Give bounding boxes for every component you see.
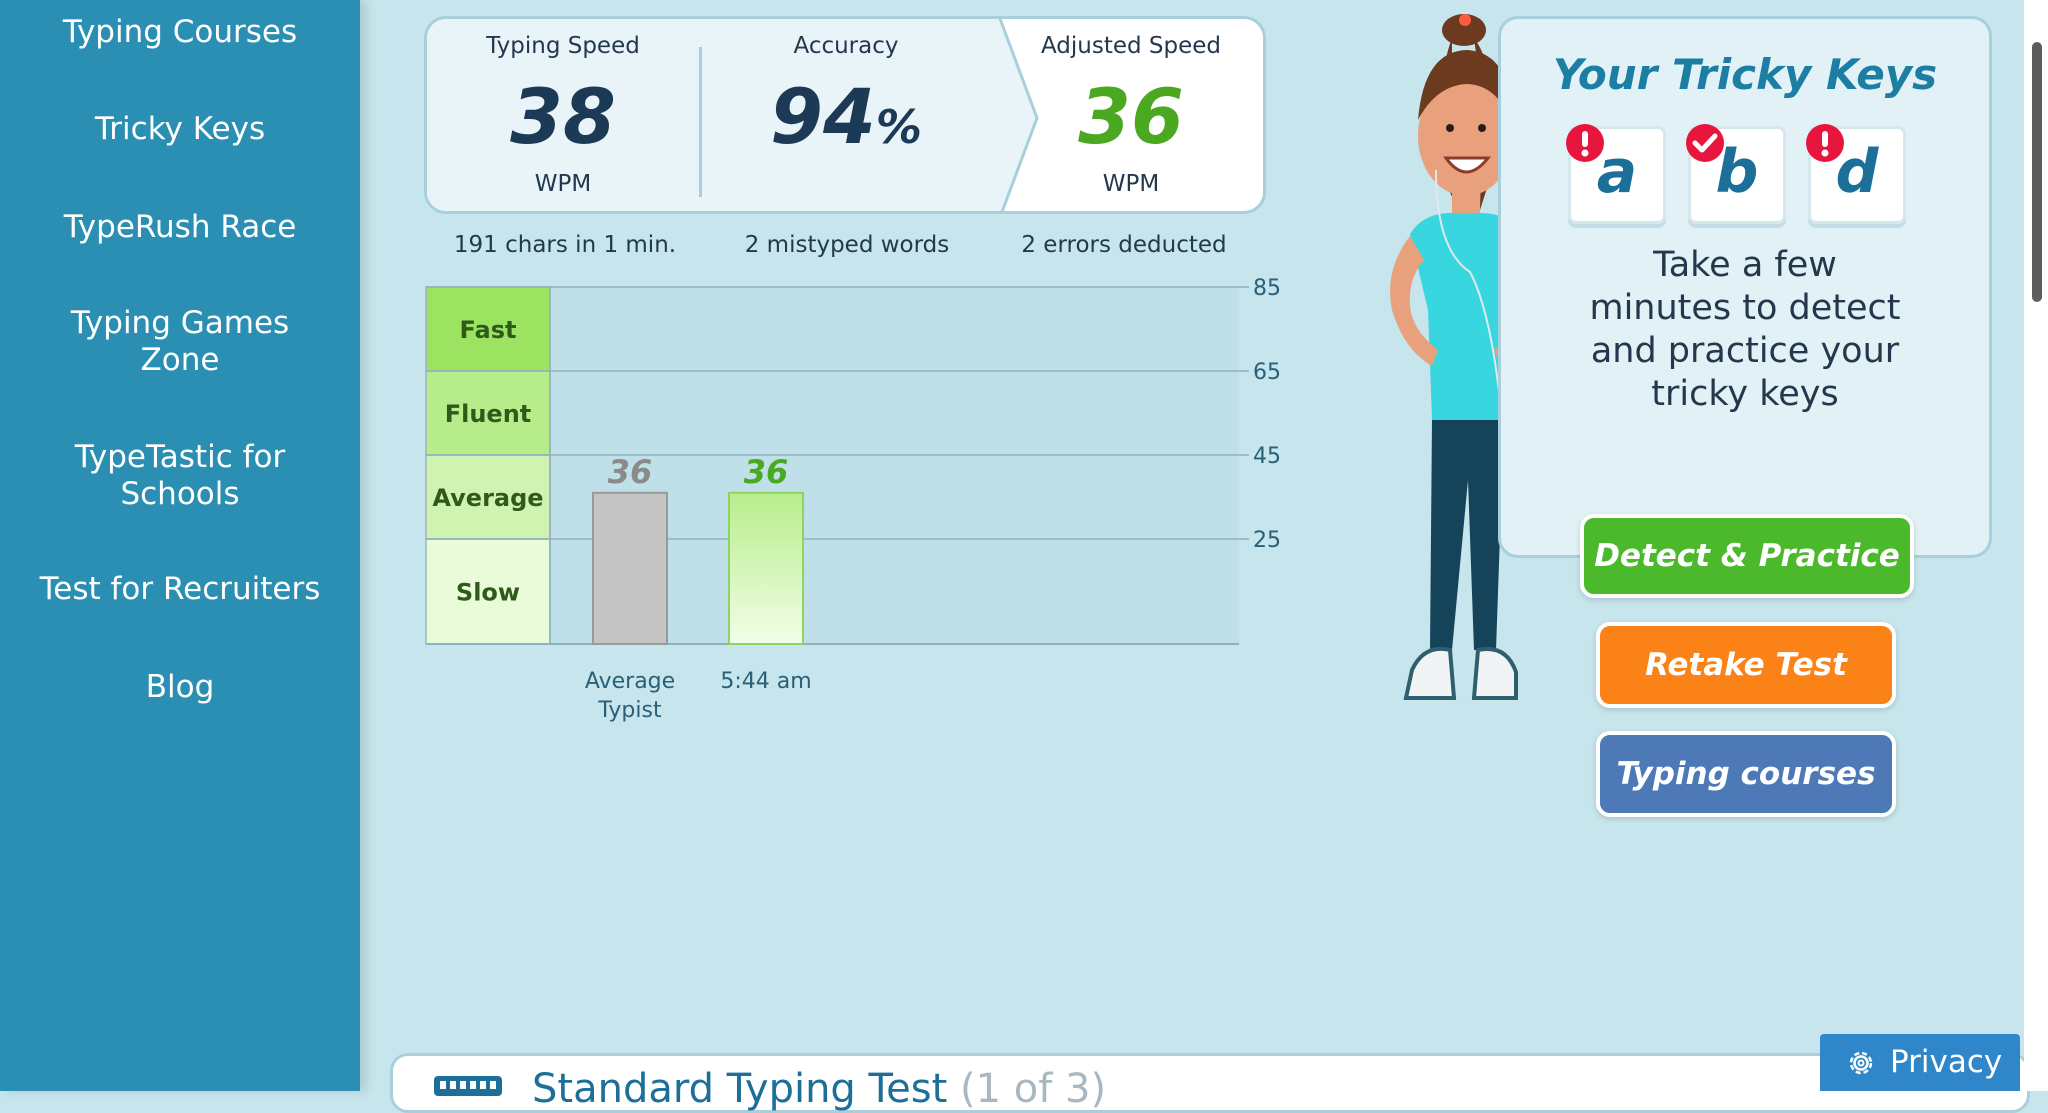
sidebar-item-blog[interactable]: Blog xyxy=(145,669,215,705)
description-line: minutes to detect xyxy=(1589,288,1901,328)
privacy-label: Privacy xyxy=(1890,1044,2003,1080)
error-badge-icon xyxy=(1566,124,1604,162)
chart-value-label: 36 xyxy=(744,453,789,491)
chart-band-label: Average xyxy=(432,484,543,512)
scrollbar-thumb[interactable] xyxy=(2032,42,2042,302)
description-line: tricky keys xyxy=(1651,374,1839,414)
tricky-keys-title: Your Tricky Keys xyxy=(1552,50,1938,99)
sidebar-item-test-recruiters[interactable]: Test for Recruiters xyxy=(39,571,321,607)
typing-speed-unit: WPM xyxy=(534,171,592,197)
key-letter: a xyxy=(1596,137,1638,207)
next-test-title: Standard Typing Test (1 of 3) xyxy=(532,1066,1106,1112)
errors-deducted: 2 errors deducted xyxy=(1021,232,1227,258)
sidebar-item-tricky-keys[interactable]: Tricky Keys xyxy=(94,111,266,147)
sidebar-item-typerush-race[interactable]: TypeRush Race xyxy=(63,209,297,245)
sidebar-item-label-line2: Zone xyxy=(140,342,220,378)
mistyped-words: 2 mistyped words xyxy=(744,232,950,258)
accuracy-label: Accuracy xyxy=(793,33,899,59)
chart-band-slow xyxy=(425,538,551,645)
tricky-key-b: b xyxy=(1686,124,1786,224)
tricky-keys-description: Take a few minutes to detect and practic… xyxy=(1560,244,1930,416)
chart-bar xyxy=(592,491,668,645)
typing-speed-value: 38 xyxy=(510,72,616,161)
chart-category-label: Average xyxy=(585,669,675,694)
accuracy-value: 94% xyxy=(705,77,987,167)
sidebar-item-label-line2: Schools xyxy=(120,476,240,512)
stats-left-background xyxy=(427,19,999,211)
accuracy-number: 94 xyxy=(770,72,876,161)
retake-test-button[interactable]: Retake Test xyxy=(1596,622,1896,708)
sidebar-item-typing-games-zone[interactable]: Typing Games Zone xyxy=(0,305,360,379)
adjusted-speed-label: Adjusted Speed xyxy=(1040,33,1222,59)
chart-band-fluent xyxy=(425,370,551,456)
chart-band-label: Fluent xyxy=(445,400,532,428)
chart-category-label: Typist xyxy=(597,698,662,723)
chart-tick-label: 25 xyxy=(1253,528,1281,553)
chart-tick-label: 65 xyxy=(1253,360,1281,385)
sidebar-item-typetastic-schools[interactable]: TypeTastic for Schools xyxy=(0,439,360,513)
adjusted-speed-value: 36 xyxy=(1078,72,1184,161)
chevron-divider-icon xyxy=(987,19,1039,211)
keyboard-icon xyxy=(434,1076,502,1096)
adjusted-speed-unit: WPM xyxy=(1102,171,1160,197)
error-badge-icon xyxy=(1806,124,1844,162)
chart-value-label: 36 xyxy=(608,453,653,491)
tricky-key-d: d xyxy=(1806,124,1906,224)
tricky-keys-panel xyxy=(1498,16,1992,558)
description-line: and practice your xyxy=(1590,331,1900,371)
chart-tick-label: 85 xyxy=(1253,276,1281,301)
check-badge-icon xyxy=(1686,124,1724,162)
chart-band-average xyxy=(425,454,551,540)
sidebar-item-label: TypeTastic for xyxy=(74,439,286,475)
sidebar-item-typing-courses[interactable]: Typing Courses xyxy=(62,14,298,50)
tricky-key-a: a xyxy=(1566,124,1666,224)
privacy-button[interactable]: Privacy xyxy=(1820,1034,2020,1091)
next-test-name: Standard Typing Test xyxy=(532,1066,948,1112)
results-stats-panel: Typing Speed 38 WPM Accuracy 94% Adjuste… xyxy=(424,16,1266,214)
sidebar: Typing Courses Tricky Keys TypeRush Race… xyxy=(0,0,360,1091)
chart-plot-area xyxy=(426,287,1239,644)
accuracy-percent-sign: % xyxy=(875,100,922,154)
detect-practice-button[interactable]: Detect & Practice xyxy=(1580,514,1914,598)
next-test-count: (1 of 3) xyxy=(960,1066,1107,1112)
chart-bar xyxy=(728,491,804,645)
typing-courses-button[interactable]: Typing courses xyxy=(1596,731,1896,817)
description-line: Take a few xyxy=(1653,245,1837,285)
gear-icon xyxy=(1849,1051,1873,1075)
typing-speed-label: Typing Speed xyxy=(486,33,640,59)
sidebar-item-label: Typing Games xyxy=(70,305,290,341)
chart-category-label: 5:44 am xyxy=(720,669,811,694)
chart-band-label: Fast xyxy=(460,316,517,344)
chars-per-minute: 191 chars in 1 min. xyxy=(453,232,677,258)
speed-chart: Fast Fluent Average Slow 25 45 65 85 36 Average Ty… xyxy=(425,276,1281,723)
stats-divider xyxy=(699,47,702,197)
chart-band-label: Slow xyxy=(456,579,520,607)
chart-tick-label: 45 xyxy=(1253,444,1281,469)
